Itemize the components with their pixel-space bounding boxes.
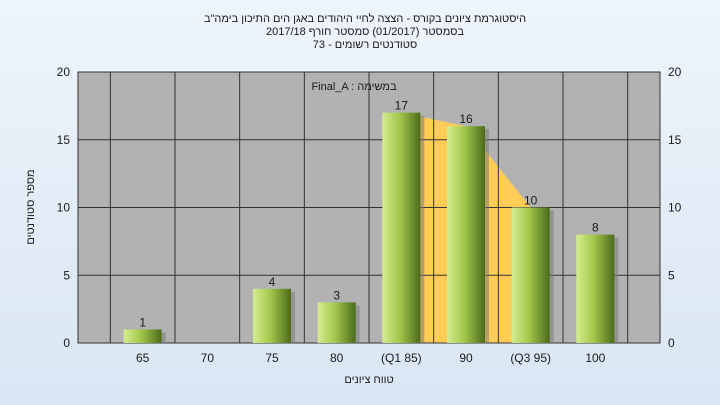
y-tick-labels-right: 0 5 10 15 20 bbox=[668, 65, 682, 350]
data-label-0: 1 bbox=[139, 315, 146, 329]
y-tick-left-4: 20 bbox=[57, 65, 71, 79]
y-tick-right-3: 15 bbox=[668, 133, 682, 147]
y-axis-label: מספר סטודנטים bbox=[25, 169, 37, 244]
data-label-4: 17 bbox=[395, 99, 409, 113]
chart-title-line-2: בסמסטר (01/2017) סמסטר חורף 2017/18 bbox=[266, 26, 464, 38]
x-tick-7: 100 bbox=[585, 351, 605, 365]
x-tick-2: 75 bbox=[265, 351, 279, 365]
grid-lines bbox=[78, 71, 660, 344]
y-tick-left-0: 0 bbox=[63, 336, 70, 350]
x-tick-3: 80 bbox=[330, 351, 344, 365]
chart-title-line-3: סטודנטים רשומים - 73 bbox=[313, 39, 417, 51]
chart-title-line-1: היסטוגרמת ציונים בקורס - הצצה לחיי היהוד… bbox=[204, 12, 526, 25]
bar-5 bbox=[447, 126, 485, 343]
data-label-3: 3 bbox=[333, 288, 340, 302]
y-tick-labels-left: 0 5 10 15 20 bbox=[57, 65, 71, 350]
y-tick-left-1: 5 bbox=[63, 268, 70, 282]
x-tick-6: (Q3 95) bbox=[510, 351, 551, 365]
data-label-6: 10 bbox=[524, 194, 538, 208]
y-tick-right-4: 20 bbox=[668, 65, 682, 79]
x-tick-1: 70 bbox=[201, 351, 215, 365]
y-tick-right-1: 5 bbox=[668, 268, 675, 282]
x-tick-labels: 65 70 75 80 (Q1 85) 90 (Q3 95) 100 bbox=[136, 351, 606, 365]
y-tick-left-3: 15 bbox=[57, 133, 71, 147]
x-axis-label: טווח ציונים bbox=[344, 374, 393, 386]
x-tick-5: 90 bbox=[459, 351, 473, 365]
bar-4 bbox=[382, 112, 421, 344]
data-label-5: 16 bbox=[459, 112, 473, 126]
data-label-7: 8 bbox=[592, 221, 599, 235]
bar-0 bbox=[123, 329, 162, 343]
y-tick-left-2: 10 bbox=[57, 201, 71, 215]
bar-2 bbox=[253, 288, 291, 343]
task-annotation: Final_A : במשימה bbox=[311, 81, 397, 93]
y-tick-right-2: 10 bbox=[668, 201, 682, 215]
x-tick-0: 65 bbox=[136, 351, 150, 365]
bar-7 bbox=[576, 234, 615, 343]
bars bbox=[123, 112, 619, 344]
bar-6 bbox=[511, 207, 550, 343]
x-tick-4: (Q1 85) bbox=[381, 351, 422, 365]
data-label-2: 4 bbox=[269, 275, 276, 289]
data-labels: 1 4 3 17 16 10 8 bbox=[139, 99, 599, 330]
bar-3 bbox=[317, 302, 356, 343]
y-tick-right-0: 0 bbox=[668, 336, 675, 350]
